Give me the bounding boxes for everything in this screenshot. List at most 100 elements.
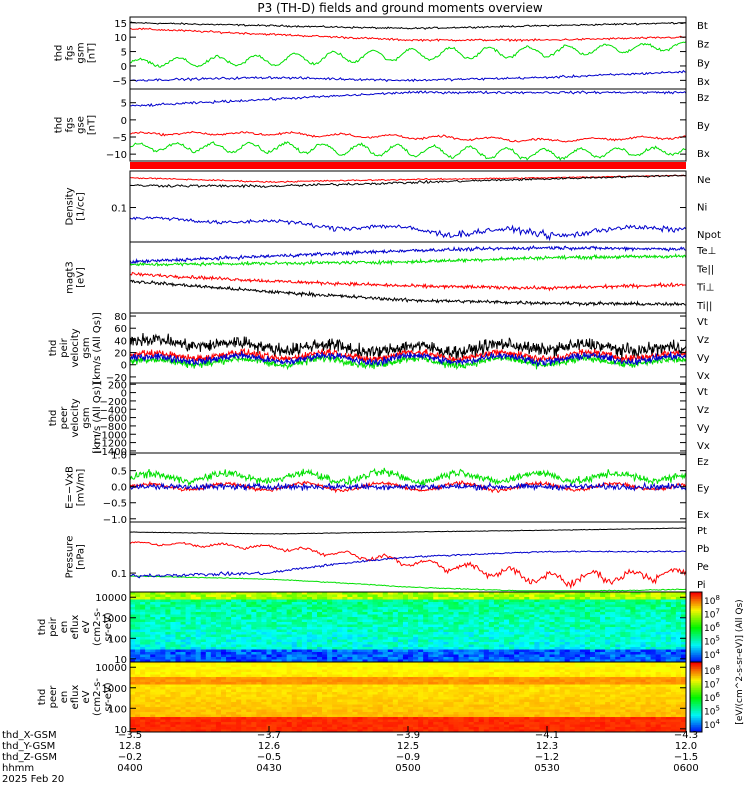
spectrogram-cell	[534, 637, 540, 640]
spectrogram-cell	[665, 637, 672, 640]
spectrogram-cell	[276, 594, 283, 598]
spectrogram-cell	[246, 652, 252, 655]
spectrogram-cell	[408, 657, 414, 660]
spectrogram-cell	[620, 604, 626, 608]
spectrogram-cell	[286, 604, 293, 608]
spectrogram-cell	[408, 609, 414, 613]
spectrogram-cell	[226, 614, 232, 618]
spectrogram-cell	[306, 614, 313, 618]
spectrogram-cell	[382, 679, 389, 683]
spectrogram-cell	[140, 674, 146, 678]
spectrogram-cell	[332, 664, 338, 668]
spectrogram-cell	[286, 652, 293, 655]
spectrogram-cell	[589, 597, 596, 600]
spectrogram-cell	[256, 694, 262, 698]
spectrogram-cell	[362, 729, 368, 733]
spectrogram-cell	[271, 614, 277, 618]
spectrogram-cell	[402, 697, 409, 700]
spectrogram-cell	[544, 612, 550, 615]
spectrogram-cell	[311, 669, 318, 673]
spectrogram-cell	[301, 669, 308, 673]
spectrogram-cell	[170, 692, 176, 695]
spectrogram-cell	[377, 719, 384, 723]
spectrogram-cell	[145, 717, 151, 720]
spectrogram-cell	[559, 642, 566, 645]
y-tick-label: −5	[112, 133, 127, 144]
spectrogram-cell	[291, 669, 298, 673]
spectrogram-cell	[675, 637, 682, 640]
spectrogram-cell	[347, 664, 353, 668]
spectrogram-cell	[534, 649, 540, 653]
spectrogram-cell	[296, 724, 303, 728]
spectrogram-cell	[473, 652, 480, 655]
spectrogram-cell	[291, 659, 298, 663]
spectrogram-cell	[387, 729, 394, 733]
spectrogram-cell	[210, 604, 217, 608]
spectrogram-cell	[322, 697, 328, 700]
spectrogram-cell	[569, 597, 576, 600]
spectrogram-cell	[271, 599, 277, 603]
spectrogram-cell	[478, 627, 485, 630]
spectrogram-cell	[408, 714, 414, 718]
spectrogram-cell	[367, 669, 374, 673]
series-fgs-gsm-Bt	[129, 21, 687, 30]
spectrogram-cell	[342, 629, 348, 633]
spectrogram-cell	[327, 632, 333, 635]
spectrogram-cell	[428, 657, 434, 660]
spectrogram-cell	[423, 707, 429, 710]
spectrogram-cell	[337, 609, 343, 613]
spectrogram-cell	[539, 642, 545, 645]
spectrogram-cell	[205, 709, 212, 713]
spectrogram-cell	[251, 729, 257, 733]
spectrogram-cell	[236, 629, 242, 633]
spectrogram-cell	[549, 632, 555, 635]
spectrogram-cell	[438, 617, 444, 620]
spectrogram-cell	[367, 724, 374, 728]
spectrogram-cell	[261, 687, 267, 690]
spectrogram-cell	[372, 687, 379, 690]
spectrogram-cell	[448, 632, 454, 635]
spectrogram-cell	[180, 617, 186, 620]
spectrogram-cell	[261, 652, 267, 655]
spectrogram-cell	[372, 642, 379, 645]
spectrogram-cell	[630, 602, 636, 605]
spectrogram-cell	[332, 719, 338, 723]
spectrogram-cell	[150, 682, 156, 685]
spectrogram-cell	[392, 652, 399, 655]
spectrogram-cell	[332, 619, 338, 623]
spectrogram-cell	[675, 619, 682, 623]
spectrogram-cell	[276, 644, 283, 648]
spectrogram-cell	[392, 624, 399, 628]
spectrogram-cell	[392, 712, 399, 715]
spectrogram-cell	[241, 709, 247, 713]
spectrogram-cell	[620, 647, 626, 650]
spectrogram-cell	[231, 702, 237, 705]
spectrogram-cell	[140, 679, 146, 683]
spectrogram-cell	[493, 622, 500, 625]
spectrogram-cell	[226, 704, 232, 708]
spectrogram-cell	[382, 617, 389, 620]
spectrogram-cell	[317, 659, 323, 663]
spectrogram-cell	[226, 592, 232, 595]
spectrogram-cell	[215, 602, 222, 605]
spectrogram-cell	[165, 712, 171, 715]
spectrogram-cell	[276, 712, 283, 715]
spectrogram-cell	[615, 632, 621, 635]
spectrogram-cell	[605, 592, 611, 595]
spectrogram-cell	[332, 604, 338, 608]
spectrogram-cell	[402, 689, 409, 693]
spectrogram-cell	[367, 717, 374, 720]
spectrogram-cell	[276, 662, 283, 665]
spectrogram-cell	[180, 647, 186, 650]
spectrogram-cell	[215, 692, 222, 695]
spectrogram-cell	[352, 617, 358, 620]
spectrogram-cell	[135, 644, 141, 648]
spectrogram-cell	[327, 602, 333, 605]
spectrogram-cell	[584, 642, 591, 645]
spectrogram-cell	[514, 639, 520, 643]
spectrogram-cell	[271, 729, 277, 733]
spectrogram-cell	[337, 694, 343, 698]
spectrogram-cell	[220, 612, 227, 615]
spectrogram-cell	[589, 657, 596, 660]
spectrogram-cell	[210, 667, 217, 670]
